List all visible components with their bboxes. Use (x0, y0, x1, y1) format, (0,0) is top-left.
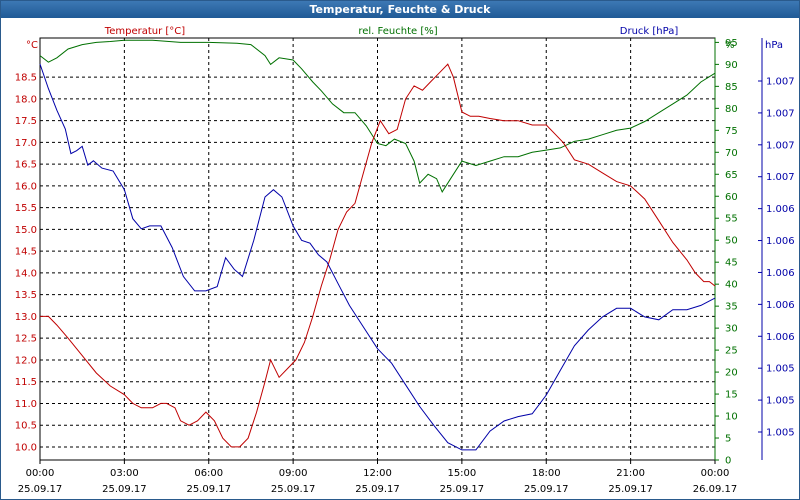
temperature-tick: 18.0 (15, 94, 37, 105)
x-tick-time: 15:00 (447, 468, 476, 479)
humidity-tick: 15 (725, 390, 738, 401)
humidity-legend: rel. Feuchte [%] (358, 26, 437, 37)
x-tick-time: 12:00 (363, 468, 392, 479)
humidity-tick: 65 (725, 170, 738, 181)
pressure-axis: 1.005 1.005 1.005 1.006 1.006 1.006 1.006 1.006… (758, 38, 795, 460)
temperature-tick: 17.5 (15, 116, 37, 127)
x-tick-date: 25.09.17 (18, 484, 63, 495)
temperature-tick: 12.0 (15, 355, 37, 366)
x-tick-date: 25.09.17 (440, 484, 485, 495)
temperature-tick: 14.5 (15, 247, 37, 258)
temperature-tick: 17.0 (15, 138, 37, 149)
pressure-tick: 1.006 (766, 332, 795, 343)
window-title: Temperatur, Feuchte & Druck (1, 1, 799, 18)
pressure-series (39, 63, 716, 451)
humidity-tick: 40 (725, 280, 738, 291)
humidity-tick: 75 (725, 126, 738, 137)
humidity-tick: 0 (725, 456, 731, 467)
humidity-tick: 45 (725, 258, 738, 269)
pressure-tick: 1.005 (766, 396, 795, 407)
humidity-tick: 10 (725, 412, 738, 423)
temperature-tick: 16.0 (15, 181, 37, 192)
pressure-tick: 1.006 (766, 204, 795, 215)
humidity-tick: 25 (725, 346, 738, 357)
temperature-tick: 14.0 (15, 268, 37, 279)
pressure-tick: 1.006 (766, 300, 795, 311)
temperature-tick: 15.5 (15, 203, 37, 214)
x-tick-time: 09:00 (279, 468, 308, 479)
temperature-tick: 12.5 (15, 334, 37, 345)
x-tick-time: 00:00 (26, 468, 55, 479)
temperature-unit: °C (26, 40, 38, 51)
temperature-axis: 10.0 10.5 11.0 11.5 12.0 12.5 13.0 13.5 14.0 14.5… (15, 73, 37, 454)
temperature-tick: 18.5 (15, 73, 37, 84)
pressure-unit: hPa (765, 40, 783, 51)
pressure-tick: 1.007 (766, 108, 795, 119)
temperature-tick: 10.0 (15, 442, 37, 453)
humidity-series (39, 39, 716, 193)
humidity-tick: 85 (725, 82, 738, 93)
x-tick-time: 18:00 (532, 468, 561, 479)
humidity-unit: % (725, 40, 735, 51)
humidity-tick: 95 (725, 38, 738, 49)
x-tick-date: 25.09.17 (102, 484, 147, 495)
x-tick-date: 25.09.17 (355, 484, 400, 495)
temperature-tick: 11.5 (15, 377, 37, 388)
humidity-tick: 90 (725, 60, 738, 71)
humidity-tick: 60 (725, 192, 738, 203)
pressure-tick: 1.007 (766, 77, 795, 88)
humidity-tick: 55 (725, 214, 738, 225)
temperature-tick: 16.5 (15, 160, 37, 171)
temperature-tick: 11.0 (15, 399, 37, 410)
pressure-legend: Druck [hPa] (620, 26, 679, 37)
x-axis: 00:00 25.09.17 03:00 25.09.17 06:00 25.09.17 0… (18, 460, 738, 495)
pressure-tick: 1.005 (766, 364, 795, 375)
humidity-tick: 50 (725, 236, 738, 247)
humidity-tick: 20 (725, 368, 738, 379)
humidity-axis: 0 5 10 15 20 25 30 35 40 45 50 55 60 65 70 75 80 85 90 95 (714, 38, 738, 467)
x-tick-time: 21:00 (616, 468, 645, 479)
pressure-tick: 1.007 (766, 172, 795, 183)
humidity-tick: 5 (725, 434, 731, 445)
x-tick-date: 25.09.17 (524, 484, 569, 495)
pressure-tick: 1.007 (766, 140, 795, 151)
x-tick-time: 03:00 (110, 468, 139, 479)
temperature-tick: 13.5 (15, 290, 37, 301)
pressure-tick: 1.006 (766, 268, 795, 279)
x-tick-date: 25.09.17 (608, 484, 653, 495)
x-tick-date: 26.09.17 (693, 484, 738, 495)
x-tick-date: 25.09.17 (186, 484, 231, 495)
temperature-tick: 10.5 (15, 421, 37, 432)
humidity-tick: 70 (725, 148, 738, 159)
humidity-tick: 30 (725, 324, 738, 335)
temperature-series (40, 63, 716, 448)
temperature-tick: 15.0 (15, 225, 37, 236)
humidity-tick: 35 (725, 302, 738, 313)
temperature-legend: Temperatur [°C] (104, 26, 185, 37)
temperature-tick: 13.0 (15, 312, 37, 323)
grid-lines (40, 38, 715, 460)
x-tick-time: 00:00 (701, 468, 730, 479)
pressure-tick: 1.006 (766, 236, 795, 247)
pressure-tick: 1.005 (766, 428, 795, 439)
x-tick-date: 25.09.17 (271, 484, 316, 495)
x-tick-time: 06:00 (194, 468, 223, 479)
humidity-tick: 80 (725, 104, 738, 115)
